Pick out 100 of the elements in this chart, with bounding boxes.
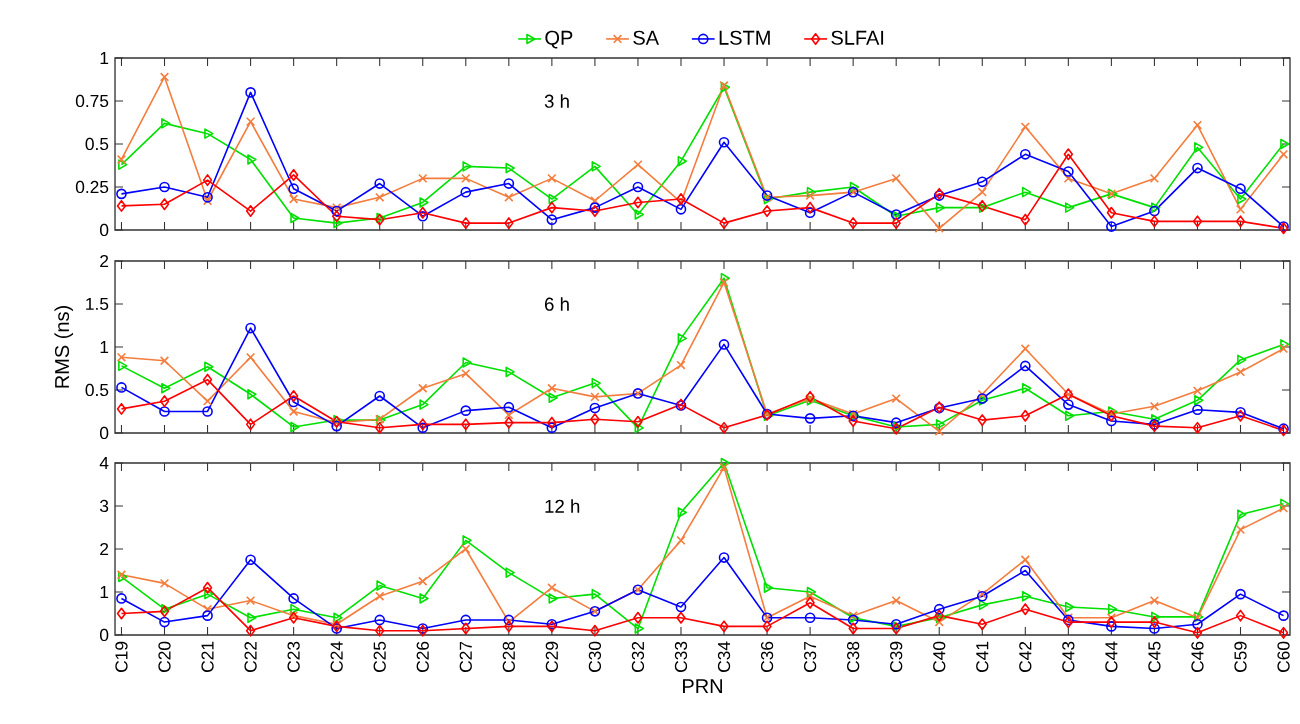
x-tick-label: C20 [158, 641, 171, 672]
x-tick-label: C32 [631, 641, 645, 672]
point [1020, 603, 1031, 616]
point [1192, 404, 1203, 416]
x-tick-label: C44 [1105, 641, 1118, 672]
x-tick-label: C42 [1019, 641, 1032, 672]
point [676, 535, 686, 546]
x-tick-label: C38 [847, 641, 860, 672]
point [1106, 621, 1117, 632]
point [159, 578, 170, 589]
x-tick-label: C33 [674, 641, 688, 672]
y-tick-label: 2 [100, 254, 109, 268]
point [633, 415, 643, 428]
point [548, 392, 558, 404]
point [591, 377, 601, 389]
legend-label: LSTM [719, 30, 770, 45]
point [891, 393, 901, 404]
point [634, 209, 644, 220]
point [159, 181, 170, 193]
point [288, 396, 299, 408]
y-tick-label: 3 [100, 499, 109, 513]
point [159, 406, 170, 417]
point [1278, 344, 1289, 354]
point [1019, 148, 1031, 160]
point [332, 202, 342, 213]
point [202, 373, 213, 386]
y-tick-label: 0 [99, 426, 109, 440]
point [118, 159, 128, 170]
point [204, 361, 214, 373]
point [460, 614, 472, 626]
point [933, 603, 945, 615]
point [1063, 166, 1074, 177]
point [116, 382, 127, 393]
point [504, 410, 514, 420]
point [804, 207, 816, 219]
x-tick-label: C46 [1191, 641, 1204, 672]
point [116, 188, 127, 200]
point [632, 181, 644, 193]
y-axis-title: RMS (ns) [54, 306, 74, 388]
point [1280, 498, 1290, 510]
point [161, 118, 171, 129]
point [1019, 360, 1031, 372]
legend-label: SLFAI [831, 30, 884, 45]
point [202, 610, 213, 621]
point [1064, 601, 1075, 613]
point [1192, 162, 1203, 174]
point [418, 383, 428, 393]
point [720, 272, 731, 284]
point [848, 622, 858, 635]
point [202, 406, 213, 417]
point [1235, 407, 1246, 418]
point [461, 418, 471, 431]
point [1149, 623, 1160, 634]
point [1020, 122, 1030, 132]
point [505, 162, 515, 174]
point [1020, 344, 1030, 354]
point [1237, 509, 1247, 520]
point [891, 217, 901, 230]
point [849, 181, 860, 193]
point [935, 419, 946, 430]
point [633, 611, 643, 624]
point [1278, 503, 1289, 513]
point [1106, 221, 1117, 232]
point [245, 418, 256, 431]
point [805, 201, 815, 214]
x-tick-label: C59 [1234, 641, 1247, 672]
point [547, 201, 557, 214]
point [848, 414, 858, 427]
point [719, 620, 729, 633]
point [1237, 354, 1247, 366]
point [505, 567, 515, 578]
point [418, 418, 428, 431]
point [202, 396, 213, 406]
x-tick-label: C27 [459, 641, 472, 672]
point [1021, 590, 1032, 602]
y-tick-label: 1.5 [86, 297, 109, 311]
point [1194, 394, 1204, 406]
point [891, 173, 901, 184]
point [1064, 410, 1075, 422]
y-tick-label: 0.5 [85, 137, 109, 151]
point [462, 357, 472, 368]
y-tick-label: 1 [100, 586, 109, 598]
point [290, 212, 300, 224]
point [677, 333, 687, 344]
point [503, 178, 515, 189]
point [548, 193, 558, 205]
point [589, 202, 601, 213]
point [589, 402, 601, 414]
y-tick-label: 1 [100, 52, 109, 64]
x-tick-label: C60 [1277, 641, 1290, 672]
point [462, 161, 472, 172]
point [590, 413, 600, 426]
point [1149, 205, 1160, 217]
point [547, 416, 557, 429]
point [718, 552, 730, 563]
point [159, 616, 170, 628]
point [1151, 202, 1161, 213]
point [116, 154, 127, 165]
point [718, 339, 730, 350]
point [591, 161, 601, 172]
